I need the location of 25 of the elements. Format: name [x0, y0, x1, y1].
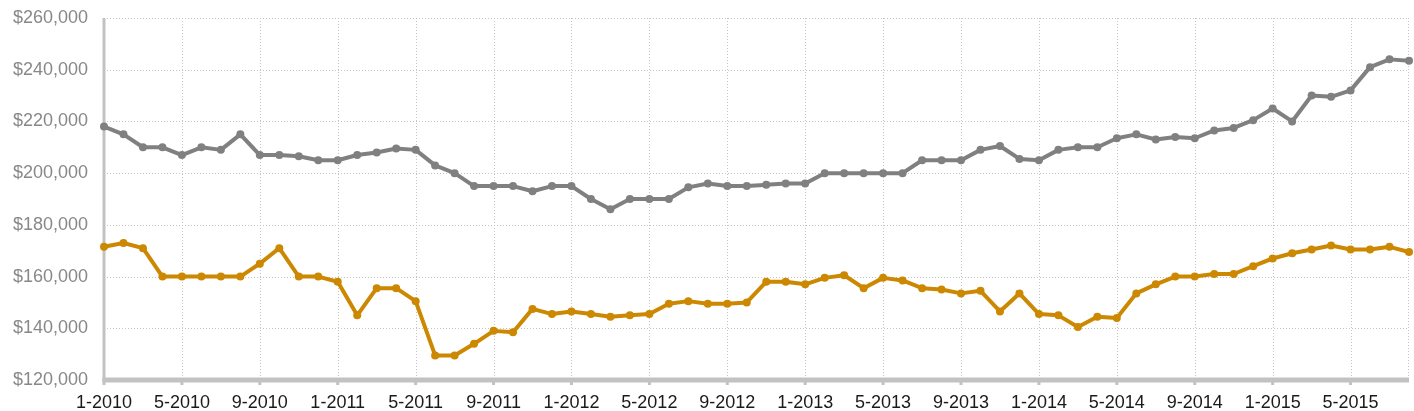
y-tick-label: $160,000 [12, 265, 88, 286]
x-tick-label: 9-2011 [466, 391, 521, 411]
x-tick-label: 9-2012 [699, 391, 756, 411]
y-tick-label: $240,000 [12, 58, 88, 79]
y-tick-label: $120,000 [12, 368, 88, 389]
x-tick-label: 1-2010 [75, 391, 133, 411]
y-tick-label: $220,000 [12, 110, 88, 131]
x-tick-label: 5-2015 [1322, 391, 1379, 411]
x-tick-label: 1-2013 [777, 391, 834, 411]
x-tick-label: 5-2014 [1088, 391, 1145, 411]
y-tick-label: $140,000 [12, 317, 88, 338]
x-tick-label: 9-2010 [231, 391, 288, 411]
x-tick-label: 9-2014 [1166, 391, 1223, 411]
y-tick-label: $200,000 [12, 162, 88, 183]
y-tick-label: $180,000 [12, 213, 88, 234]
x-tick-label: 1-2015 [1244, 391, 1301, 411]
x-tick-label: 5-2013 [855, 391, 912, 411]
x-tick-label: 1-2012 [543, 391, 600, 411]
x-tick-label: 1-2014 [1010, 391, 1067, 411]
y-tick-label: $260,000 [12, 6, 88, 27]
x-tick-label: 5-2011 [388, 391, 443, 411]
x-tick-label: 9-2013 [932, 391, 990, 411]
x-tick-label: 1-2011 [310, 391, 366, 411]
x-tick-label: 5-2012 [621, 391, 678, 411]
x-tick-label: 5-2010 [153, 391, 210, 411]
